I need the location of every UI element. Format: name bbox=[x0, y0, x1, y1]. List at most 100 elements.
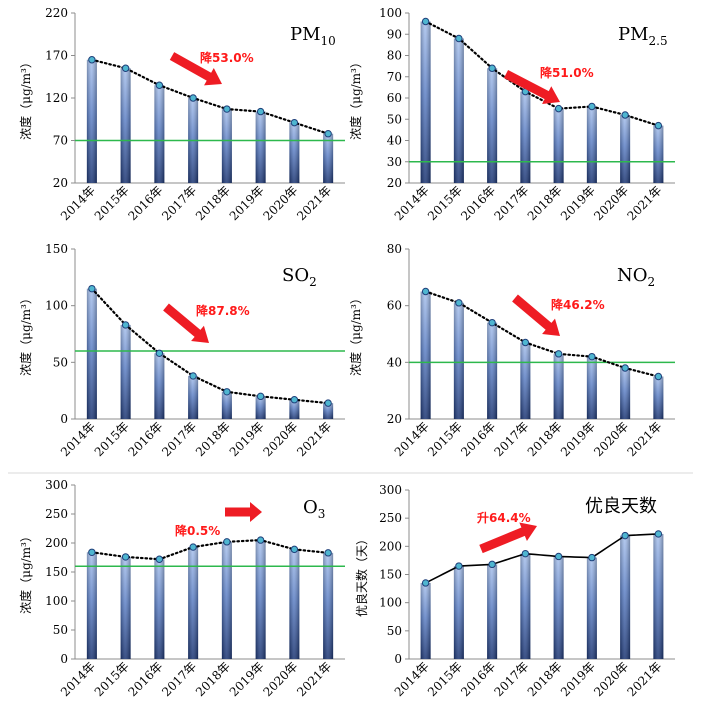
x-tick-label: 2021年 bbox=[294, 419, 334, 459]
x-tick-label: 2021年 bbox=[625, 659, 665, 699]
bar-shade bbox=[553, 353, 564, 419]
y-tick-label: 150 bbox=[379, 568, 402, 582]
bar-shade bbox=[255, 396, 266, 419]
y-tick-label: 50 bbox=[53, 355, 68, 369]
chart-title: SO2 bbox=[282, 265, 317, 289]
bar-shade bbox=[520, 553, 531, 659]
data-point-2014年 bbox=[88, 56, 96, 64]
chart-panel-4: 204060802014年2015年2016年2017年2018年2019年20… bbox=[348, 242, 675, 459]
x-tick-label: 2015年 bbox=[92, 419, 132, 459]
bar-shade bbox=[453, 38, 464, 183]
data-point-2014年 bbox=[88, 284, 96, 293]
bar-shade bbox=[553, 556, 564, 659]
y-axis-label: 优良天数（天） bbox=[354, 533, 369, 617]
data-point-2014年 bbox=[88, 548, 96, 556]
bar-shade bbox=[188, 375, 199, 419]
bar-shade bbox=[420, 21, 431, 183]
x-tick-label: 2017年 bbox=[159, 659, 199, 699]
trend-arrow-1 bbox=[169, 52, 222, 86]
x-tick-label: 2020年 bbox=[591, 419, 631, 459]
data-point-2020年 bbox=[290, 396, 299, 404]
chart-title: PM2.5 bbox=[618, 24, 668, 48]
data-point-2021年 bbox=[654, 372, 663, 381]
bar-shade bbox=[289, 399, 300, 419]
data-point-2014年 bbox=[421, 17, 430, 26]
x-tick-label: 2017年 bbox=[492, 419, 532, 459]
data-point-2020年 bbox=[290, 118, 299, 127]
data-point-2017年 bbox=[189, 94, 197, 102]
y-tick-label: 70 bbox=[53, 134, 68, 148]
x-tick-label: 2015年 bbox=[92, 183, 132, 223]
change-annotation: 升64.4% bbox=[477, 510, 531, 525]
trend-arrow-4 bbox=[512, 294, 560, 336]
bar-shade bbox=[323, 552, 334, 659]
x-tick-label: 2019年 bbox=[227, 659, 267, 699]
data-point-2017年 bbox=[521, 338, 530, 347]
data-point-2018年 bbox=[223, 105, 231, 113]
x-tick-label: 2019年 bbox=[558, 183, 598, 223]
bar-shade bbox=[487, 322, 498, 419]
x-tick-label: 2015年 bbox=[92, 659, 132, 699]
data-point-2016年 bbox=[488, 560, 496, 569]
data-point-2019年 bbox=[256, 107, 265, 116]
x-tick-label: 2019年 bbox=[558, 419, 598, 459]
chart-panel-5: 0501001502002503002014年2015年2016年2017年20… bbox=[18, 478, 345, 699]
data-point-2014年 bbox=[421, 287, 430, 296]
chart-panel-3: 0501001502014年2015年2016年2017年2018年2019年2… bbox=[18, 242, 345, 459]
y-tick-label: 100 bbox=[379, 6, 402, 20]
x-tick-label: 2017年 bbox=[159, 183, 199, 223]
bar-shade bbox=[586, 557, 597, 659]
trend-line bbox=[90, 287, 330, 405]
y-tick-label: 20 bbox=[53, 176, 68, 190]
bar-shade bbox=[653, 533, 664, 659]
x-tick-label: 2016年 bbox=[126, 659, 166, 699]
trend-arrow-2 bbox=[503, 70, 560, 104]
data-point-2019年 bbox=[588, 553, 596, 562]
x-tick-label: 2020年 bbox=[591, 659, 631, 699]
trend-arrow-3 bbox=[163, 303, 209, 343]
data-point-2019年 bbox=[588, 102, 596, 111]
y-tick-label: 100 bbox=[45, 594, 68, 608]
data-point-2015年 bbox=[121, 553, 130, 561]
bar-shade bbox=[586, 356, 597, 419]
x-tick-label: 2019年 bbox=[558, 659, 598, 699]
bar-shade bbox=[188, 547, 199, 659]
data-point-2021年 bbox=[324, 130, 332, 138]
y-tick-label: 150 bbox=[45, 565, 68, 579]
bar-shade bbox=[620, 535, 631, 659]
x-tick-label: 2019年 bbox=[227, 183, 267, 223]
data-point-2017年 bbox=[521, 549, 530, 558]
data-point-2020年 bbox=[621, 364, 629, 372]
x-tick-label: 2015年 bbox=[425, 659, 465, 699]
x-tick-label: 2020年 bbox=[261, 183, 301, 223]
data-point-2020年 bbox=[290, 545, 299, 554]
bar-shade bbox=[154, 85, 165, 183]
y-tick-label: 300 bbox=[45, 478, 68, 492]
x-tick-label: 2018年 bbox=[193, 659, 233, 699]
y-tick-label: 200 bbox=[45, 536, 68, 550]
x-tick-label: 2016年 bbox=[458, 419, 498, 459]
bar-shade bbox=[453, 566, 464, 659]
y-tick-label: 250 bbox=[45, 507, 68, 521]
data-point-2016年 bbox=[155, 349, 164, 357]
y-tick-label: 20 bbox=[387, 176, 402, 190]
y-tick-label: 50 bbox=[53, 623, 68, 637]
y-tick-label: 220 bbox=[45, 6, 68, 20]
change-annotation: 降46.2% bbox=[551, 297, 605, 312]
bar-shade bbox=[120, 68, 131, 183]
data-point-2019年 bbox=[256, 536, 265, 544]
data-point-2017年 bbox=[189, 372, 197, 380]
y-tick-label: 40 bbox=[387, 134, 402, 148]
y-tick-label: 0 bbox=[60, 412, 68, 426]
y-tick-label: 300 bbox=[379, 483, 402, 497]
bar-shade bbox=[520, 91, 531, 183]
y-tick-label: 30 bbox=[387, 155, 402, 169]
bar-shade bbox=[289, 122, 300, 183]
change-annotation: 降87.8% bbox=[196, 303, 250, 318]
bar-shade bbox=[221, 109, 232, 183]
y-tick-label: 50 bbox=[387, 112, 402, 126]
bar-shade bbox=[653, 376, 664, 419]
y-tick-label: 60 bbox=[387, 91, 402, 105]
y-tick-label: 0 bbox=[394, 652, 402, 666]
